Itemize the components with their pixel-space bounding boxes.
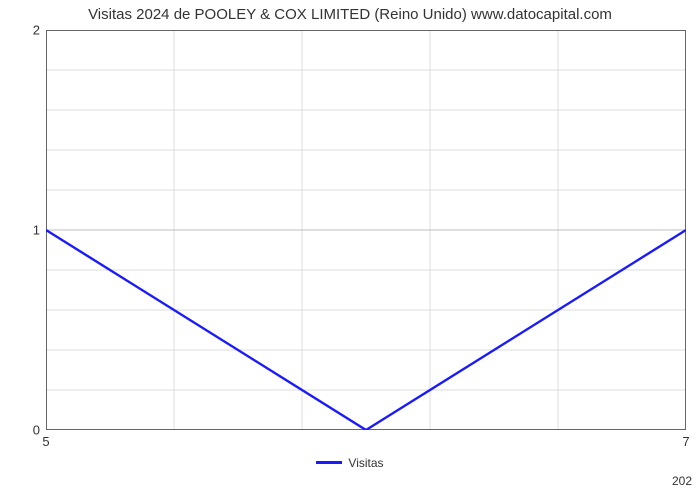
chart-plot-area: 57012 bbox=[46, 30, 686, 430]
chart-legend: Visitas bbox=[0, 455, 700, 470]
legend-swatch bbox=[316, 461, 342, 464]
footer-right-text: 202 bbox=[672, 474, 692, 488]
chart-title: Visitas 2024 de POOLEY & COX LIMITED (Re… bbox=[0, 6, 700, 23]
chart-svg bbox=[46, 30, 686, 430]
legend-label: Visitas bbox=[348, 456, 383, 470]
y-tick-label: 2 bbox=[33, 23, 40, 38]
series-line bbox=[46, 230, 686, 430]
y-tick-label: 1 bbox=[33, 223, 40, 238]
x-tick-label: 5 bbox=[42, 434, 49, 449]
y-tick-label: 0 bbox=[33, 423, 40, 438]
x-tick-label: 7 bbox=[682, 434, 689, 449]
